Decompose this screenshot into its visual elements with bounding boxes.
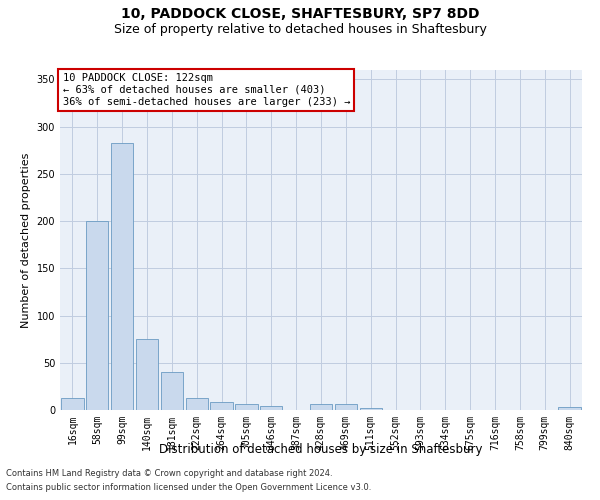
Text: Size of property relative to detached houses in Shaftesbury: Size of property relative to detached ho…: [113, 22, 487, 36]
Text: Distribution of detached houses by size in Shaftesbury: Distribution of detached houses by size …: [159, 442, 483, 456]
Bar: [61, 398, 83, 410]
Bar: [235, 404, 257, 410]
Bar: [185, 398, 208, 410]
Bar: [161, 372, 183, 410]
Bar: [86, 221, 109, 410]
Text: Contains public sector information licensed under the Open Government Licence v3: Contains public sector information licen…: [6, 484, 371, 492]
Bar: [310, 404, 332, 410]
Bar: [359, 408, 382, 410]
Bar: [335, 404, 357, 410]
Text: Contains HM Land Registry data © Crown copyright and database right 2024.: Contains HM Land Registry data © Crown c…: [6, 468, 332, 477]
Text: 10, PADDOCK CLOSE, SHAFTESBURY, SP7 8DD: 10, PADDOCK CLOSE, SHAFTESBURY, SP7 8DD: [121, 8, 479, 22]
Bar: [111, 142, 133, 410]
Bar: [559, 407, 581, 410]
Text: 10 PADDOCK CLOSE: 122sqm
← 63% of detached houses are smaller (403)
36% of semi-: 10 PADDOCK CLOSE: 122sqm ← 63% of detach…: [62, 74, 350, 106]
Y-axis label: Number of detached properties: Number of detached properties: [21, 152, 31, 328]
Bar: [260, 406, 283, 410]
Bar: [136, 339, 158, 410]
Bar: [211, 402, 233, 410]
